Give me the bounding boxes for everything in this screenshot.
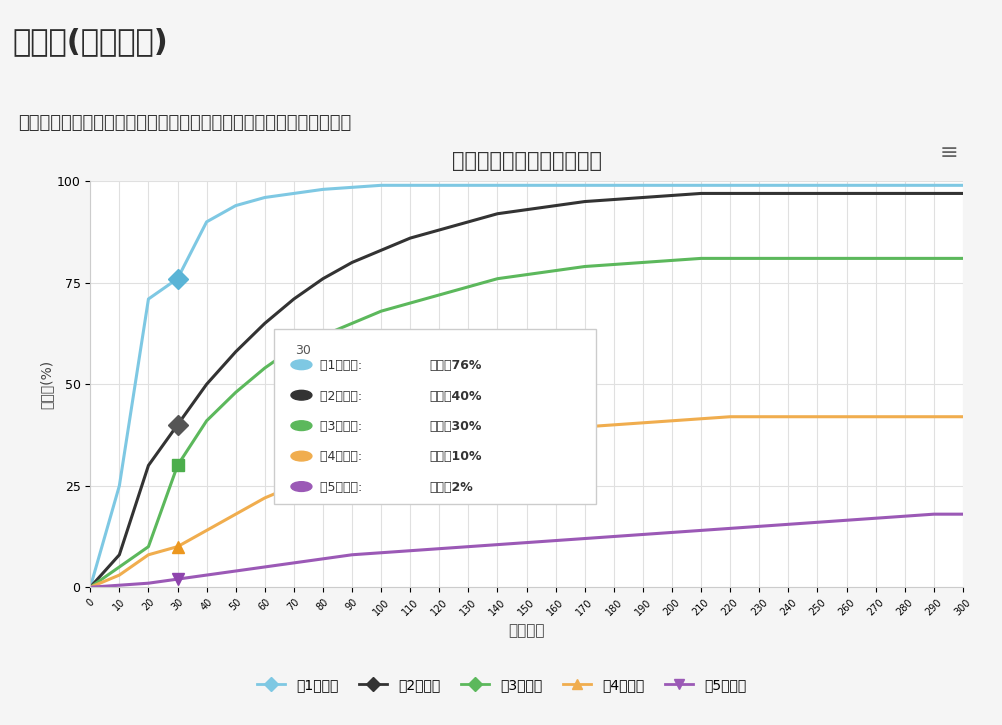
Circle shape — [291, 451, 312, 461]
Text: 成功率2%: 成功率2% — [429, 481, 473, 494]
Text: 真2アクセ:: 真2アクセ: — [320, 389, 366, 402]
X-axis label: スタック: スタック — [508, 623, 544, 638]
Circle shape — [291, 390, 312, 400]
Text: アスラアクセ、封印耳などを除きます。マノスもよくわかりません。: アスラアクセ、封印耳などを除きます。マノスもよくわかりません。 — [18, 114, 351, 132]
Text: 真3アクセ:: 真3アクセ: — [320, 420, 366, 433]
Text: 成功率40%: 成功率40% — [429, 389, 482, 402]
Text: ≡: ≡ — [939, 143, 958, 163]
Text: 30: 30 — [295, 344, 311, 357]
Text: 成功率76%: 成功率76% — [429, 359, 482, 372]
Text: 真1アクセ:: 真1アクセ: — [320, 359, 366, 372]
Text: アクセ(青、黄色): アクセ(青、黄色) — [12, 28, 167, 57]
Title: 黒い砂漠アクセ強化成功率: 黒い砂漠アクセ強化成功率 — [451, 152, 601, 171]
Circle shape — [291, 481, 312, 492]
Circle shape — [291, 360, 312, 370]
Text: 真5アクセ:: 真5アクセ: — [320, 481, 366, 494]
Text: 真4アクセ:: 真4アクセ: — [320, 450, 366, 463]
Legend: 真1アクセ, 真2アクセ, 真3アクセ, 真4アクセ, 真5アクセ: 真1アクセ, 真2アクセ, 真3アクセ, 真4アクセ, 真5アクセ — [252, 673, 750, 697]
Y-axis label: 成功率(%): 成功率(%) — [40, 360, 54, 409]
Text: 成功率30%: 成功率30% — [429, 420, 482, 433]
FancyBboxPatch shape — [274, 329, 596, 504]
Circle shape — [291, 420, 312, 431]
Text: 成功率10%: 成功率10% — [429, 450, 482, 463]
